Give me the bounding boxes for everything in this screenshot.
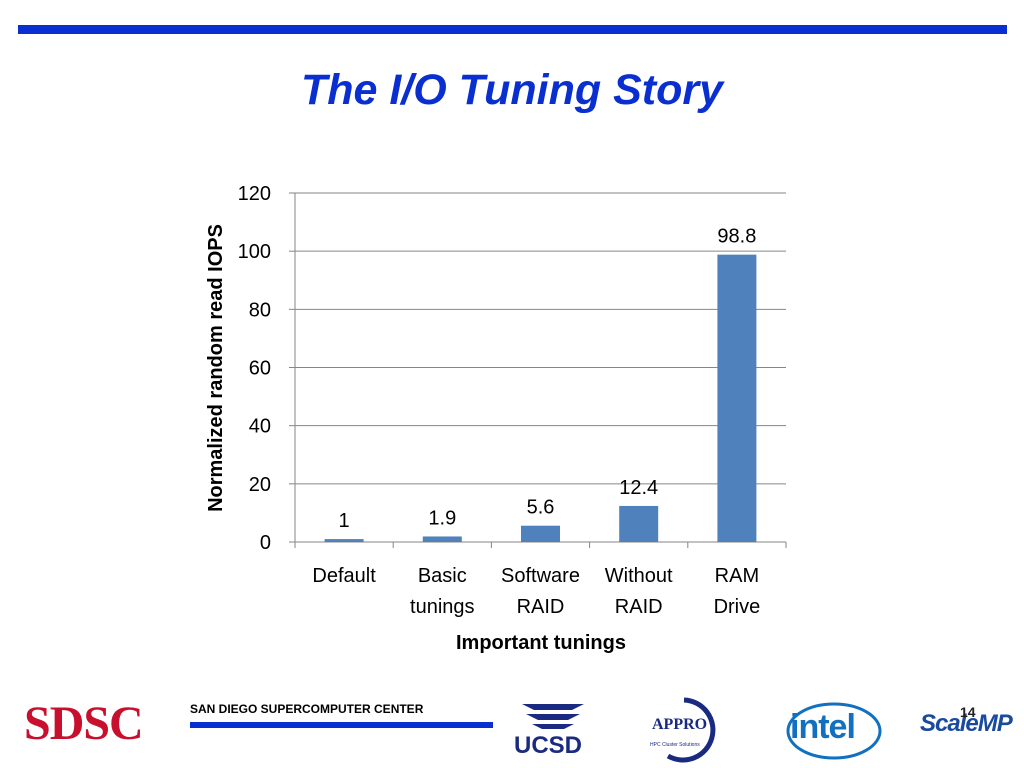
appro-logo-text: APPRO bbox=[652, 716, 708, 733]
bar-chart: 1 1.9 5.6 12.4 98.8 0 20 40 60 80 100 120 Default Ba… bbox=[205, 183, 787, 654]
y-tick-label: 60 bbox=[249, 358, 271, 380]
bar bbox=[324, 539, 364, 542]
appro-tagline: HPC Cluster Solutions bbox=[650, 742, 700, 748]
page-number: 14 bbox=[960, 704, 976, 720]
appro-logo-icon bbox=[666, 697, 716, 763]
category-label: RAM bbox=[715, 565, 759, 587]
y-tick-label: 40 bbox=[249, 416, 271, 438]
y-tick-label: 80 bbox=[249, 299, 271, 321]
top-rule bbox=[18, 25, 1007, 34]
bar bbox=[521, 525, 560, 542]
bar bbox=[619, 505, 659, 542]
y-tick-label: 20 bbox=[249, 474, 271, 496]
y-tick-label: 120 bbox=[238, 183, 271, 205]
category-label: Software bbox=[501, 565, 580, 587]
data-label: 1.9 bbox=[428, 507, 456, 529]
ucsd-logo-icon bbox=[522, 704, 584, 729]
category-label: Drive bbox=[714, 596, 761, 618]
category-label: Without bbox=[605, 565, 673, 587]
tick-labels: 0 20 40 60 80 100 120 Default Basic tunings Softwa… bbox=[238, 183, 761, 618]
footer: SDSC SAN DIEGO SUPERCOMPUTER CENTER UCSD… bbox=[0, 690, 1024, 768]
axes bbox=[289, 192, 787, 548]
ucsd-logo-text: UCSD bbox=[514, 732, 583, 759]
center-name: SAN DIEGO SUPERCOMPUTER CENTER bbox=[190, 702, 424, 716]
footer-rule bbox=[190, 722, 493, 728]
data-label: 1 bbox=[339, 510, 350, 532]
sdsc-logo: SDSC bbox=[24, 697, 144, 750]
intel-logo-icon bbox=[786, 702, 882, 760]
data-label: 98.8 bbox=[717, 226, 756, 248]
category-label: tunings bbox=[410, 596, 475, 618]
bar bbox=[422, 536, 462, 542]
y-tick-label: 0 bbox=[260, 532, 271, 554]
x-axis-title: Important tunings bbox=[456, 632, 626, 654]
data-label: 5.6 bbox=[527, 497, 555, 519]
slide-title: The I/O Tuning Story bbox=[300, 66, 724, 114]
bar bbox=[717, 254, 757, 542]
data-label: 12.4 bbox=[619, 477, 658, 499]
category-label: RAID bbox=[517, 596, 565, 618]
intel-logo-text: intel bbox=[790, 708, 856, 746]
y-tick-label: 100 bbox=[238, 241, 271, 263]
y-axis-title: Normalized random read IOPS bbox=[205, 224, 227, 512]
category-label: RAID bbox=[615, 596, 663, 618]
gridlines bbox=[295, 192, 786, 485]
scalemp-logo-text: ScaleMP bbox=[920, 710, 1013, 737]
bars bbox=[324, 254, 757, 542]
category-label: Basic bbox=[418, 565, 467, 587]
category-label: Default bbox=[312, 565, 376, 587]
data-labels: 1 1.9 5.6 12.4 98.8 bbox=[339, 226, 757, 532]
